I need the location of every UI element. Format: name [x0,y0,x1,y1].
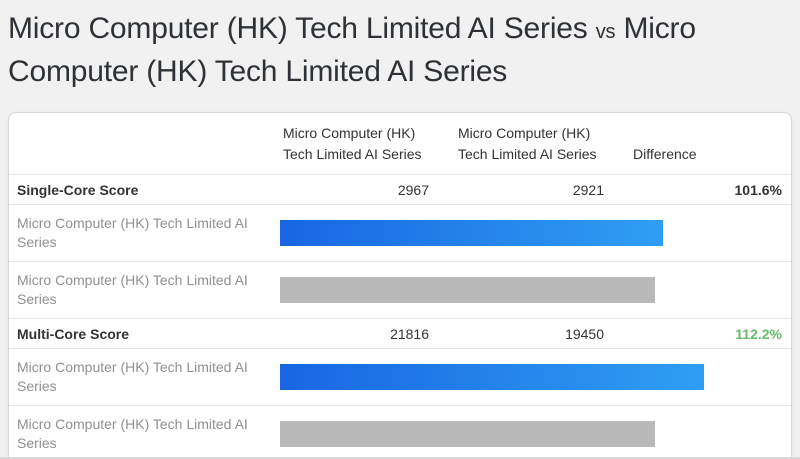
single-core-device2-bar [280,277,656,303]
header-device1: Micro Computer (HK) Tech Limited AI Seri… [283,125,422,162]
device1-label: Micro Computer (HK) Tech Limited AI Seri… [17,215,248,250]
single-core-device2-score: 2921 [572,181,604,198]
title-vs-separator: vs [595,21,616,43]
single-core-device1-bar [280,220,664,246]
single-core-device1-bar-row: Micro Computer (HK) Tech Limited AI Seri… [9,204,791,261]
single-core-label: Single-Core Score [17,181,139,198]
header-device2: Micro Computer (HK) Tech Limited AI Seri… [458,125,597,162]
page-title: Micro Computer (HK) Tech Limited AI Seri… [8,9,792,92]
multi-core-device2-score: 19450 [565,325,604,342]
device2-label: Micro Computer (HK) Tech Limited AI Seri… [17,416,248,451]
multi-core-device2-bar-row: Micro Computer (HK) Tech Limited AI Seri… [9,405,791,459]
title-device-b: Micro Computer (HK) Tech Limited AI Seri… [8,12,696,88]
device2-label: Micro Computer (HK) Tech Limited AI Seri… [17,272,248,307]
bar-track [280,220,791,246]
single-core-score-row: Single-Core Score 2967 2921 101.6% [9,174,791,204]
single-core-device1-score: 2967 [397,181,429,198]
multi-core-label: Multi-Core Score [17,325,130,342]
single-core-difference: 101.6% [734,181,782,198]
page-bottom-divider [0,457,800,459]
bar-track [280,364,791,390]
multi-core-device2-bar [280,421,656,447]
bar-track [280,277,791,303]
multi-core-score-row: Multi-Core Score 21816 19450 112.2% [9,318,791,348]
multi-core-difference: 112.2% [735,325,782,342]
multi-core-device1-bar [280,364,705,390]
table-header-row: Micro Computer (HK) Tech Limited AI Seri… [9,113,791,174]
multi-core-device1-score: 21816 [390,325,429,342]
comparison-card: Micro Computer (HK) Tech Limited AI Seri… [8,112,792,459]
device1-label: Micro Computer (HK) Tech Limited AI Seri… [17,359,248,394]
header-difference: Difference [633,146,697,162]
single-core-device2-bar-row: Micro Computer (HK) Tech Limited AI Seri… [9,261,791,318]
title-device-a: Micro Computer (HK) Tech Limited AI Seri… [8,12,588,45]
bar-track [280,421,791,447]
multi-core-device1-bar-row: Micro Computer (HK) Tech Limited AI Seri… [9,348,791,405]
